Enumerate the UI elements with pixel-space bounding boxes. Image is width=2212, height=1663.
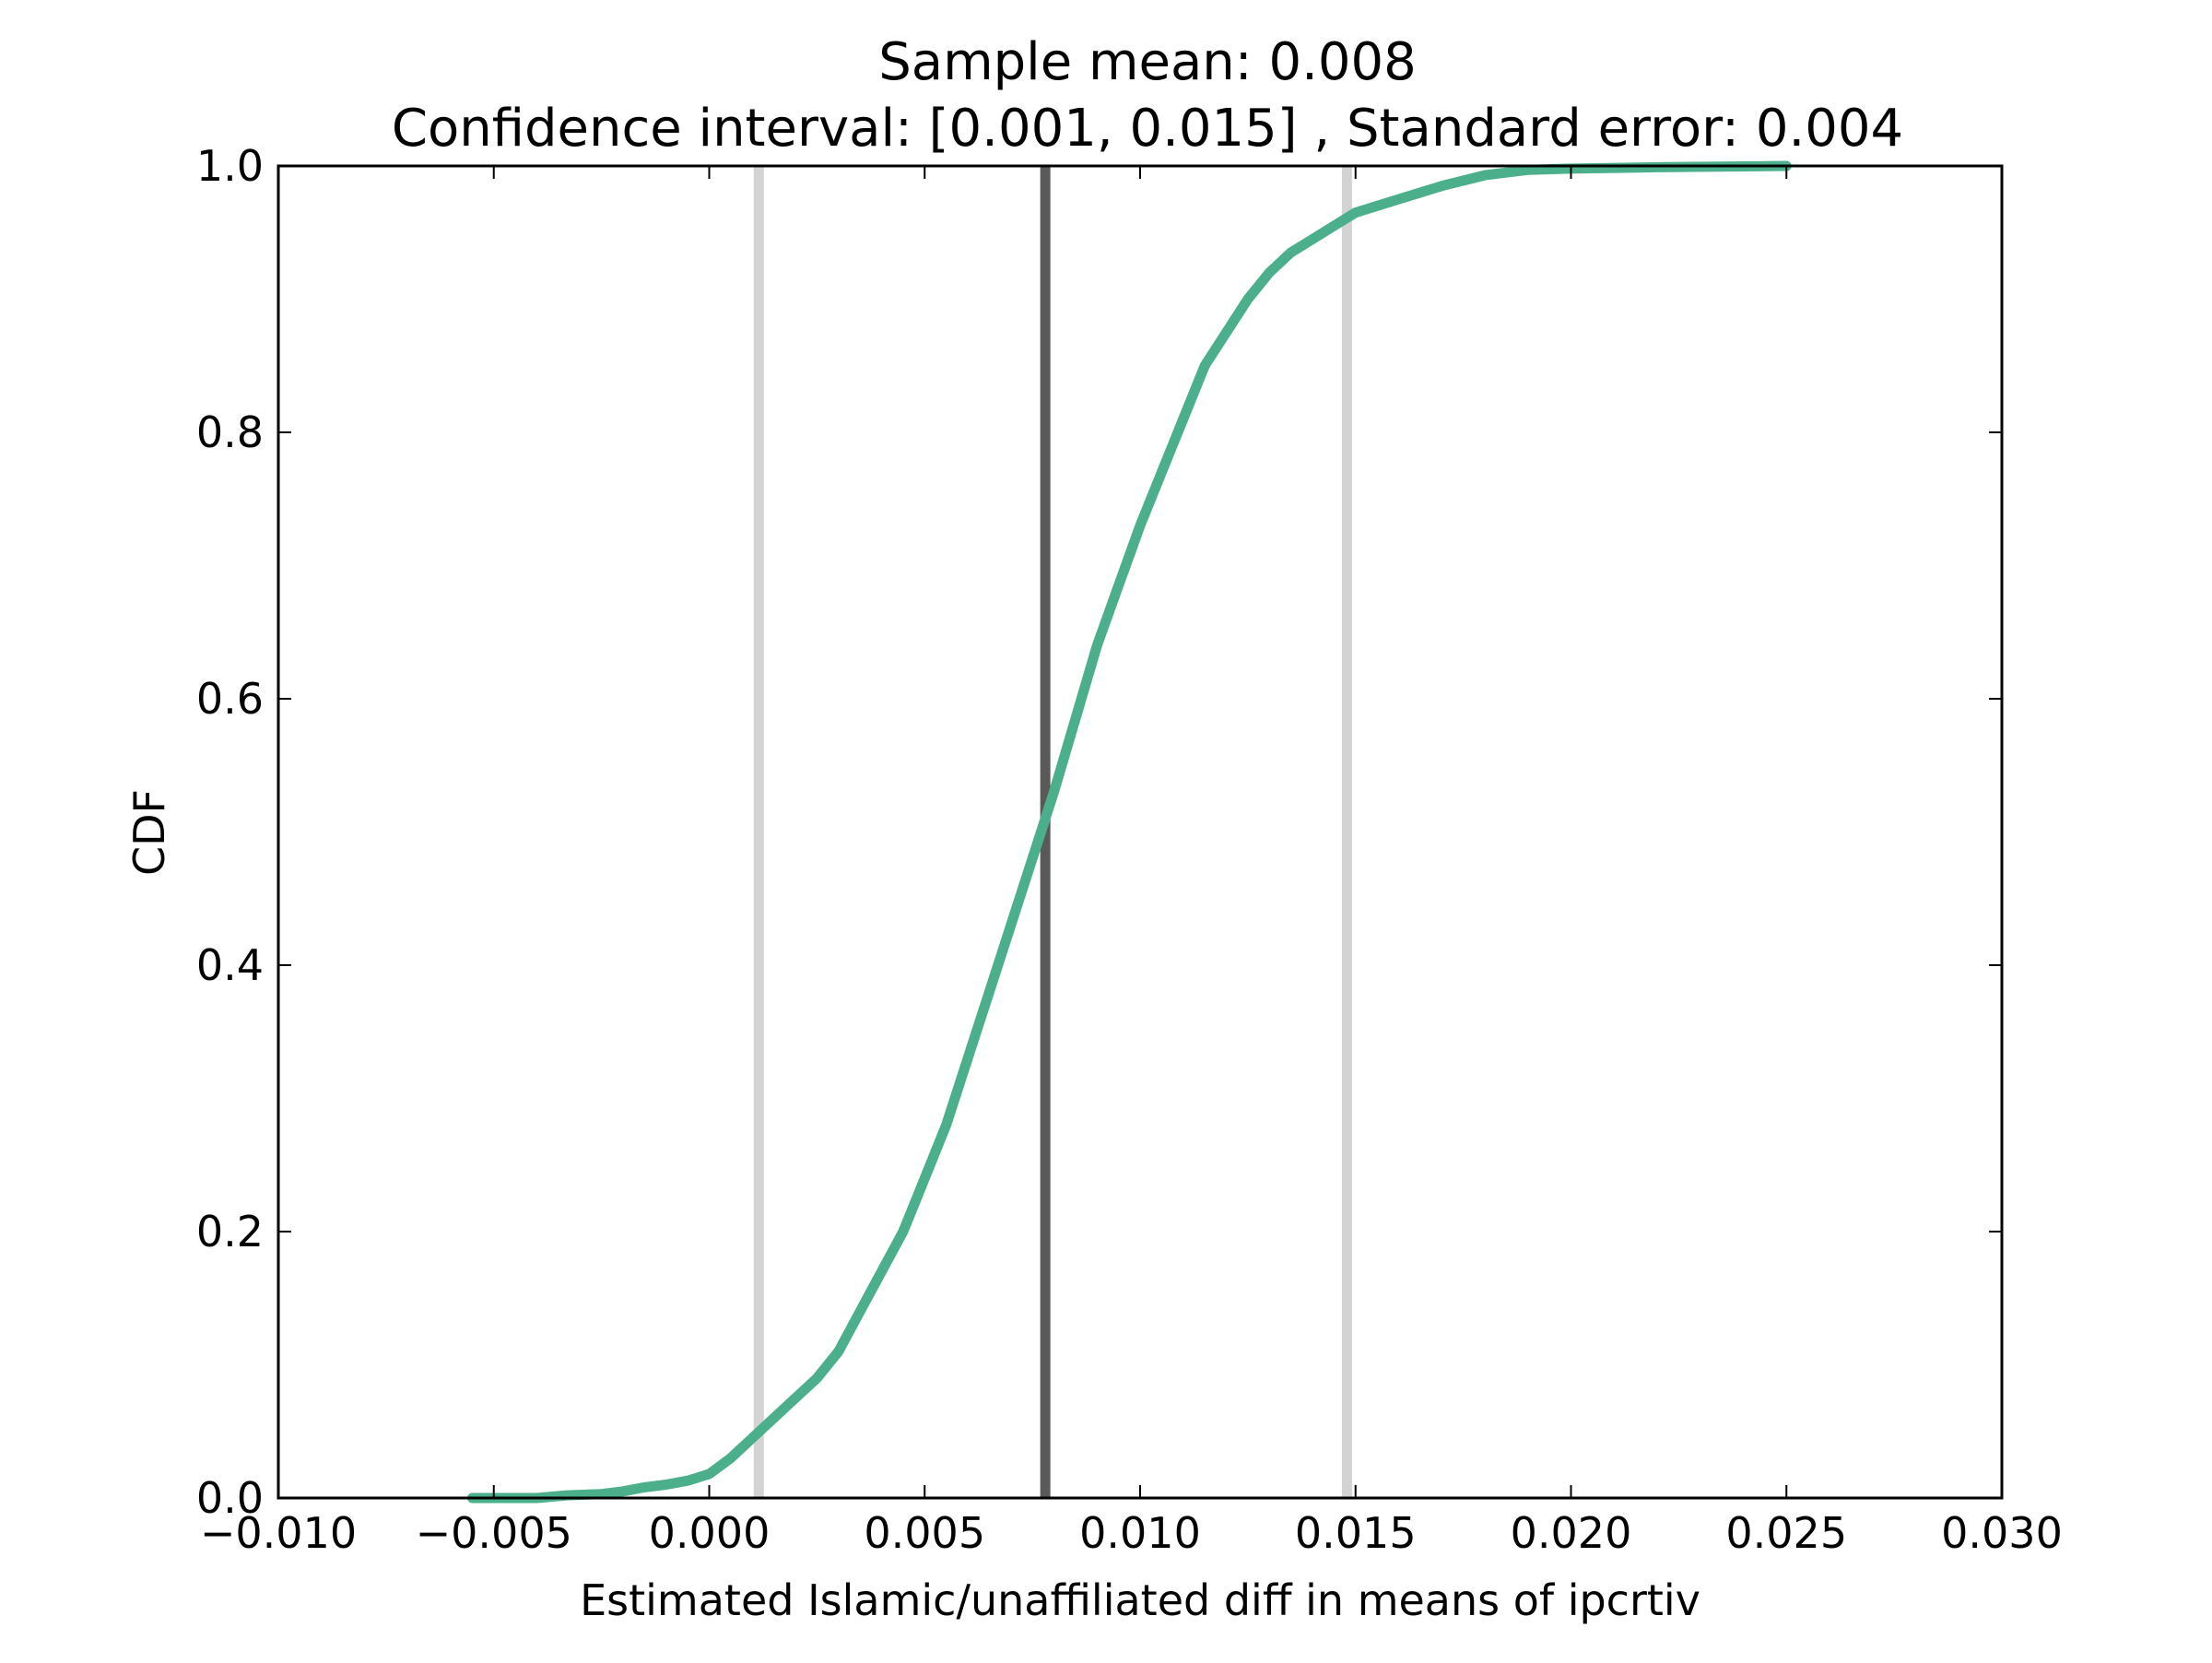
y-tick-label: 0.8 (196, 407, 264, 457)
x-tick-label: 0.025 (1725, 1508, 1847, 1558)
x-tick-label: 0.005 (864, 1508, 985, 1558)
reference-lines (759, 166, 1347, 1498)
y-tick-label: 0.2 (196, 1207, 264, 1256)
x-tick-label: −0.005 (416, 1508, 572, 1558)
x-tick-label: 0.030 (1941, 1508, 2063, 1558)
plot-area-frame (278, 166, 2002, 1498)
cdf-series-line-0 (472, 166, 1786, 1498)
chart-title-line-2: Confidence interval: [0.001, 0.015] , St… (392, 99, 1903, 159)
x-tick-label: 0.010 (1079, 1508, 1201, 1558)
x-axis-ticks: −0.010 −0.005 0.000 0.005 0.010 0.015 0.020 0.0… (200, 166, 2063, 1558)
chart-title-line-1: Sample mean: 0.008 (878, 32, 1417, 92)
y-tick-label: 1.0 (196, 141, 264, 191)
y-tick-label: 0.6 (196, 674, 264, 724)
y-tick-label: 0.0 (196, 1473, 264, 1523)
x-tick-label: 0.000 (649, 1508, 771, 1558)
x-tick-label: 0.020 (1511, 1508, 1632, 1558)
y-axis-label: CDF (124, 789, 174, 876)
x-tick-label: 0.015 (1295, 1508, 1417, 1558)
series-layer (472, 166, 1786, 1498)
y-tick-label: 0.4 (196, 940, 264, 990)
y-axis-ticks: 0.0 0.2 0.4 0.6 0.8 1.0 (196, 141, 2002, 1523)
x-axis-label: Estimated Islamic/unaffiliated diff in m… (580, 1575, 1700, 1625)
